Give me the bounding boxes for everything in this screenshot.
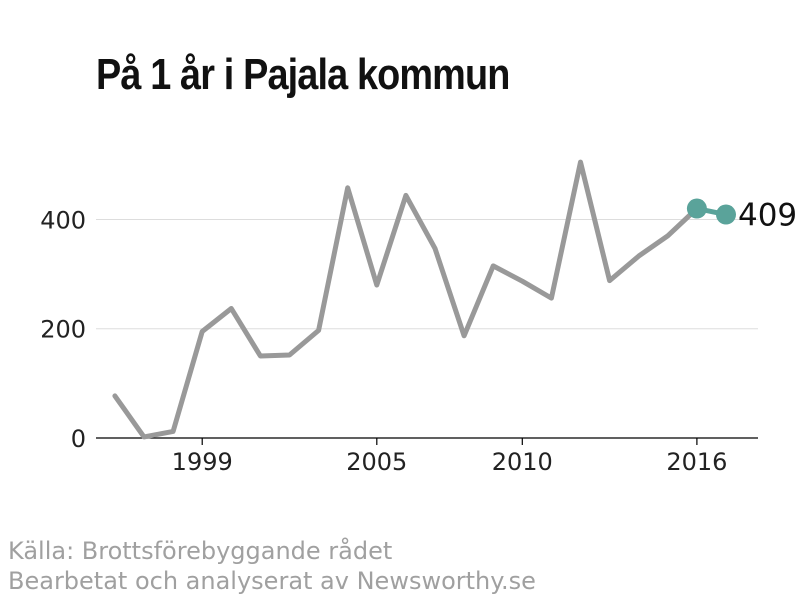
- chart-title: På 1 år i Pajala kommun: [96, 50, 510, 99]
- source-line-2: Bearbetat och analyserat av Newsworthy.s…: [8, 567, 536, 595]
- y-tick-label: 400: [40, 206, 86, 234]
- series-line: [112, 159, 700, 440]
- highlight-point: [686, 198, 707, 219]
- source-note: Källa: Brottsförebyggande rådet Bearbeta…: [8, 536, 536, 596]
- x-tick-label: 2005: [346, 448, 407, 476]
- x-tick-label: 2010: [492, 448, 553, 476]
- x-tick-label: 2016: [666, 448, 727, 476]
- y-tick-label: 200: [40, 316, 86, 344]
- y-tick-label: 0: [71, 425, 86, 453]
- highlight-point: [715, 204, 736, 225]
- x-tick-label: 1999: [172, 448, 233, 476]
- end-value-label: 409: [738, 198, 797, 234]
- source-line-1: Källa: Brottsförebyggande rådet: [8, 537, 393, 565]
